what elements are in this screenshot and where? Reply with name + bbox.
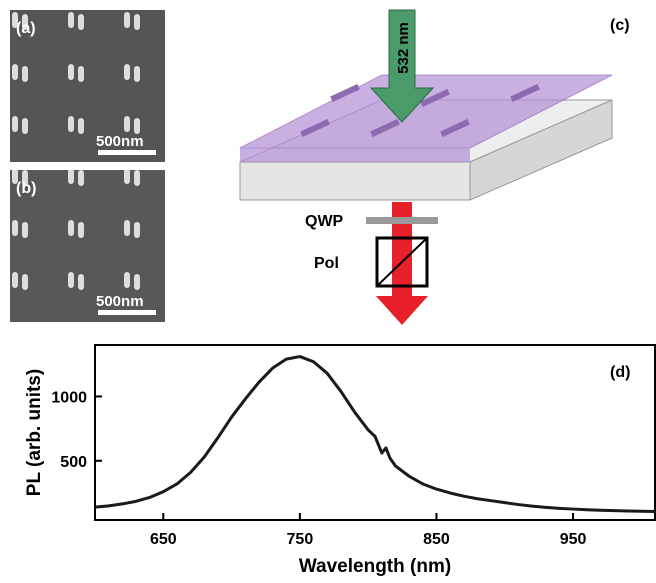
x-tick-label: 950	[560, 531, 587, 548]
qwp-label: QWP	[305, 213, 344, 230]
x-tick-label: 850	[423, 531, 450, 548]
figure: (a) 500nm (b) 500nm 532 nm QWP Pol (c) 6…	[0, 0, 656, 578]
panel-c: 532 nm QWP Pol (c)	[240, 10, 630, 325]
x-tick-label: 650	[150, 531, 177, 548]
pol-label: Pol	[314, 255, 339, 272]
x-tick-label: 750	[287, 531, 314, 548]
y-axis-label: PL (arb. units)	[24, 369, 45, 496]
y-tick-label: 500	[60, 454, 87, 471]
line-chart: 650 750 850 950 500 1000 Wavelength (nm) PL (ar…	[24, 345, 655, 577]
x-axis-label: Wavelength (nm)	[299, 556, 451, 577]
panel-label: (a)	[16, 20, 36, 37]
scale-label: 500nm	[96, 293, 144, 310]
plot-frame	[95, 345, 655, 520]
panel-label: (c)	[610, 17, 630, 34]
panel-label: (b)	[16, 180, 36, 197]
y-tick-label: 1000	[51, 389, 87, 406]
panel-a: (a) 500nm	[10, 10, 165, 162]
panel-b: (b) 500nm	[10, 170, 165, 322]
line	[95, 357, 655, 512]
panel-label: (d)	[610, 364, 630, 381]
scale-label: 500nm	[96, 133, 144, 150]
laser-label: 532 nm	[395, 22, 412, 74]
